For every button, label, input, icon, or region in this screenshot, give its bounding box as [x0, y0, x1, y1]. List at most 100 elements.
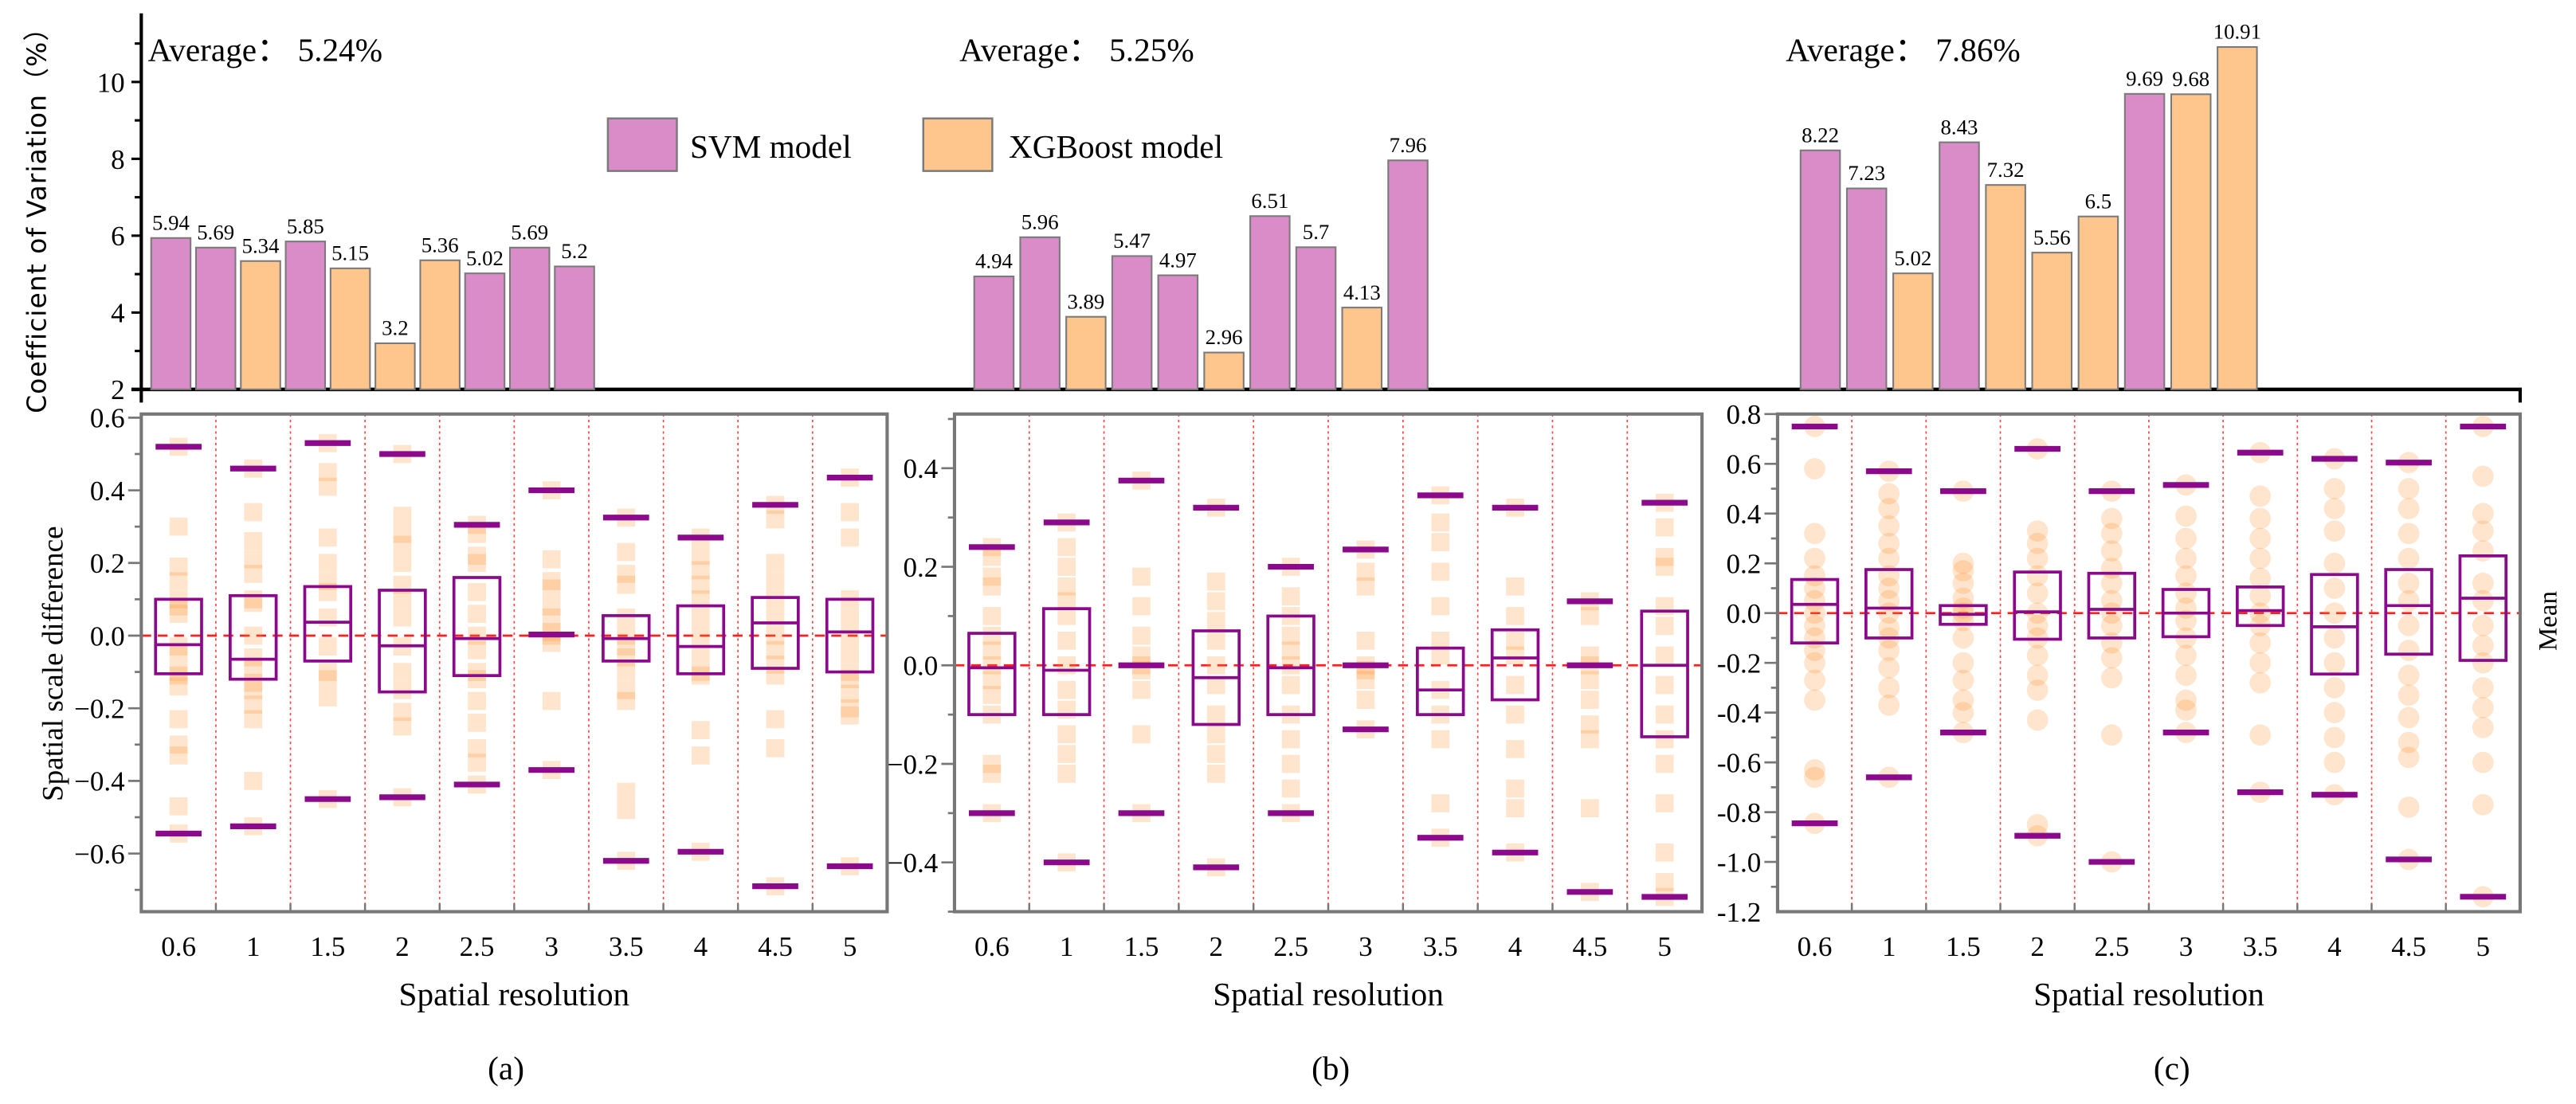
data-point: [2323, 627, 2346, 649]
bar-svm: [1799, 149, 1841, 390]
data-point: [982, 626, 1002, 645]
data-point: [2472, 652, 2494, 674]
y-tick-label: -1.2: [1717, 897, 1761, 928]
x-tick-label: 5: [1657, 931, 1672, 962]
data-point: [169, 637, 188, 656]
data-point: [1132, 597, 1151, 616]
data-point: [1356, 671, 1375, 690]
data-point: [2026, 547, 2049, 570]
data-point: [1057, 592, 1076, 611]
bar-value-label: 5.36: [421, 233, 459, 256]
bar-value-label: 5.47: [1113, 229, 1151, 253]
y-tick-label: -0.4: [1717, 698, 1761, 729]
bar-xgboost: [1985, 184, 2026, 390]
data-point: [393, 663, 412, 681]
bar-xgboost: [1892, 272, 1934, 390]
legend: SVM model XGBoost model: [606, 117, 1223, 172]
y-tick-label: −0.6: [74, 839, 125, 870]
data-point: [2026, 582, 2049, 605]
data-point: [1431, 632, 1450, 650]
y-tick-label: 0.6: [90, 403, 125, 434]
data-point: [2175, 664, 2197, 687]
y-tick-label: 0.6: [1727, 449, 1762, 480]
data-point: [468, 626, 486, 645]
x-tick-label: 1.5: [1124, 931, 1159, 962]
bar-svm: [2123, 92, 2166, 390]
bar-svm: [1939, 141, 1980, 390]
data-point: [2472, 572, 2494, 594]
data-point: [244, 772, 263, 790]
data-point: [393, 507, 412, 525]
data-point: [1804, 652, 1825, 674]
y-tick-label: −0.2: [74, 694, 125, 725]
bar-value-label: 6.5: [2085, 189, 2112, 213]
data-point: [2472, 677, 2494, 699]
data-point: [1655, 617, 1674, 636]
data-point: [1581, 646, 1599, 665]
x-tick-label: 4: [2327, 931, 2342, 962]
data-point: [244, 626, 263, 645]
data-point: [319, 528, 337, 547]
data-point: [2472, 465, 2494, 487]
data-point: [169, 597, 188, 616]
data-point: [2175, 565, 2197, 587]
box: [303, 585, 353, 663]
bar-value-label: 8.22: [1802, 123, 1839, 147]
data-point: [1506, 646, 1524, 665]
data-point: [982, 577, 1002, 596]
data-point: [1655, 843, 1674, 862]
bar-xgboost: [419, 259, 461, 390]
data-point: [2472, 614, 2494, 636]
data-point: [1804, 602, 1825, 624]
panel-label: (c): [2154, 1050, 2190, 1087]
data-point: [1356, 632, 1375, 650]
data-point: [1132, 567, 1151, 586]
data-point: [1281, 675, 1300, 695]
data-point: [766, 710, 785, 729]
data-point: [1655, 730, 1674, 749]
bar-value-label: 3.2: [382, 316, 409, 340]
data-point: [2100, 614, 2123, 636]
data-point: [1581, 730, 1599, 749]
data-point: [1952, 587, 1974, 609]
data-point: [542, 691, 561, 711]
bar-value-label: 5.69: [511, 221, 548, 245]
data-point: [841, 644, 859, 664]
box-panel-a: 0.6 0.4 0.2 0.0 −0.2 −0.4 −0.6 0.6 1 1.5 2 2.5 3 3.5 4…: [37, 403, 889, 1087]
data-point: [1206, 592, 1225, 611]
x-tick-label: 2.5: [1273, 931, 1308, 962]
data-point: [766, 640, 785, 660]
bar-value-label: 5.2: [561, 239, 588, 263]
data-point: [841, 503, 859, 522]
data-point: [2398, 664, 2420, 687]
data-point: [2175, 547, 2197, 570]
x-tick-label: 2: [2030, 931, 2045, 962]
data-point: [617, 782, 636, 801]
data-point: [1506, 779, 1524, 798]
data-point: [1581, 671, 1599, 690]
data-point: [2249, 585, 2272, 607]
data-point: [2398, 684, 2420, 707]
data-point: [1506, 607, 1524, 625]
x-tick-label: 3: [2179, 931, 2194, 962]
x-tick-label: 3: [1359, 931, 1373, 962]
data-point: [1952, 627, 1974, 649]
data-point: [1431, 730, 1450, 749]
data-point: [1281, 754, 1300, 773]
bar-value-label: 5.56: [2033, 225, 2071, 249]
data-point: [692, 546, 710, 565]
bar-svm: [1387, 159, 1429, 390]
bar-xgboost: [2077, 215, 2119, 390]
box: [378, 589, 427, 694]
data-point: [393, 535, 412, 554]
bar-value-label: 7.32: [1987, 158, 2025, 182]
data-point: [1057, 680, 1076, 699]
data-point: [692, 590, 710, 609]
data-point: [692, 575, 710, 594]
data-point: [393, 590, 412, 609]
data-point: [468, 582, 486, 601]
box: [2384, 568, 2433, 656]
box: [751, 596, 800, 670]
data-point: [1281, 779, 1300, 798]
